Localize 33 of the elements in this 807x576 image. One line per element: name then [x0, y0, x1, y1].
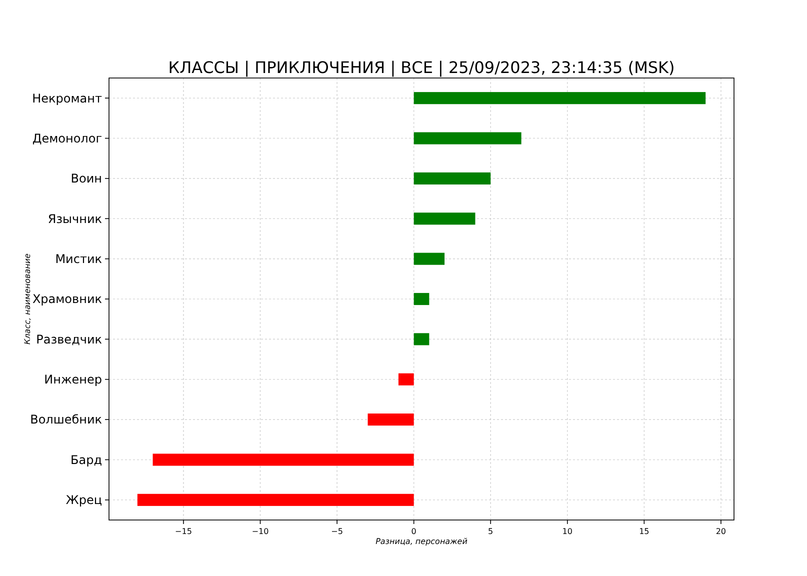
- bar: [414, 132, 522, 144]
- chart-title: КЛАССЫ | ПРИКЛЮЧЕНИЯ | ВСЕ | 25/09/2023, 23:14:35 (MSK): [168, 58, 675, 77]
- bar: [398, 373, 414, 386]
- y-tick-label: Бард: [70, 452, 102, 467]
- y-tick-label: Волшебник: [30, 412, 102, 427]
- bar: [152, 454, 414, 466]
- y-tick-label: Демонолог: [32, 131, 102, 146]
- y-tick-label: Мистик: [55, 252, 102, 266]
- x-tick-label: 5: [488, 527, 494, 536]
- y-tick-label: Жрец: [66, 493, 102, 508]
- y-tick-label: Храмовник: [32, 292, 102, 306]
- y-tick-label: Инженер: [44, 372, 102, 387]
- bar: [414, 172, 491, 184]
- y-tick-label: Некромант: [32, 91, 102, 106]
- x-tick-label: 15: [639, 527, 650, 536]
- y-tick-label: Воин: [70, 172, 102, 186]
- x-tick-label: −15: [175, 527, 192, 536]
- bar: [137, 494, 414, 506]
- bar: [414, 212, 476, 225]
- bar: [414, 252, 445, 265]
- y-tick-label: Язычник: [48, 212, 102, 226]
- x-tick-label: 10: [562, 527, 572, 536]
- y-axis-title: Класс, наименование: [23, 253, 32, 344]
- x-axis-title: Разница, персонажей: [376, 537, 468, 546]
- x-tick-label: −10: [252, 527, 269, 536]
- bar: [414, 92, 706, 104]
- bar: [414, 292, 430, 306]
- bar: [414, 333, 430, 346]
- bar: [368, 414, 414, 426]
- x-tick-label: −5: [331, 527, 343, 536]
- x-tick-label: 0: [411, 527, 416, 536]
- x-tick-label: 20: [716, 527, 726, 536]
- y-tick-label: Разведчик: [36, 332, 102, 346]
